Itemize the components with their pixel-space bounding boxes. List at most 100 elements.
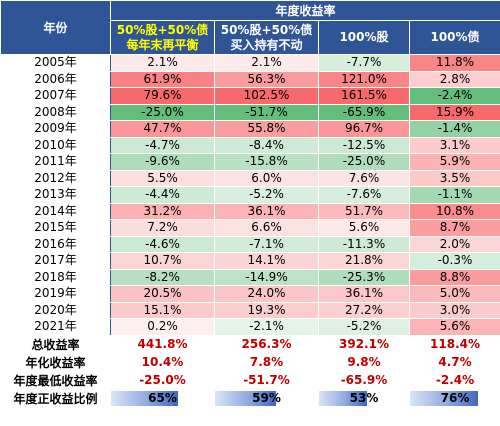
positive-ratio-value: 76% (440, 391, 470, 405)
return-cell: -7.7% (318, 54, 410, 72)
return-cell: -2.4% (408, 87, 500, 105)
table-row: 2009年 47.7% 55.8% 96.7% -1.4% (0, 120, 500, 138)
year-cell: 2020年 (0, 301, 111, 319)
return-cell: 3.0% (408, 301, 500, 319)
return-cell: 56.3% (214, 70, 319, 88)
positive-ratio-bar: 76% (408, 388, 500, 408)
return-cell: 27.2% (318, 301, 410, 319)
table-row: 2013年 -4.4% -5.2% -7.6% -1.1% (0, 186, 500, 204)
column-header-4: 100%债 (408, 20, 500, 55)
positive-ratio-fill (410, 390, 479, 406)
return-cell: 15.1% (110, 301, 215, 319)
table-row: 2019年 20.5% 24.0% 36.1% 5.0% (0, 285, 500, 303)
year-cell: 2014年 (0, 202, 111, 220)
return-cell: -7.1% (214, 235, 319, 253)
return-cell: 51.7% (318, 202, 410, 220)
return-cell: -1.1% (408, 186, 500, 204)
year-cell: 2009年 (0, 120, 111, 138)
year-cell: 2010年 (0, 136, 111, 154)
summary-label: 年度最低收益率 (0, 370, 111, 390)
table-row: 2006年 61.9% 56.3% 121.0% 2.8% (0, 70, 500, 88)
return-cell: 20.5% (110, 285, 215, 303)
return-cell: 55.8% (214, 120, 319, 138)
return-cell: 5.0% (408, 285, 500, 303)
summary-value: 441.8% (110, 334, 215, 354)
return-cell: 47.7% (110, 120, 215, 138)
return-cell: 61.9% (110, 70, 215, 88)
return-cell: -25.3% (318, 268, 410, 286)
summary-row: 年化收益率 10.4% 7.8% 9.8% 4.7% (0, 352, 500, 372)
year-cell: 2008年 (0, 103, 111, 121)
year-cell: 2019年 (0, 285, 111, 303)
return-cell: 11.8% (408, 54, 500, 72)
return-cell: -11.3% (318, 235, 410, 253)
return-cell: 102.5% (214, 87, 319, 105)
summary-value: 392.1% (318, 334, 410, 354)
return-cell: 19.3% (214, 301, 319, 319)
return-cell: 3.5% (408, 169, 500, 187)
positive-ratio-bar: 59% (214, 388, 319, 408)
summary-value: 7.8% (214, 352, 319, 372)
summary-value: 9.8% (318, 352, 410, 372)
return-cell: 3.1% (408, 136, 500, 154)
table-row: 2010年 -4.7% -8.4% -12.5% 3.1% (0, 136, 500, 154)
return-cell: -9.6% (110, 153, 215, 171)
year-cell: 2007年 (0, 87, 111, 105)
column-header-line1: 50%股+50%债 (116, 22, 209, 37)
return-cell: 161.5% (318, 87, 410, 105)
column-header-line1: 100%股 (339, 30, 389, 44)
year-cell: 2018年 (0, 268, 111, 286)
column-header-line2: 买入持有不动 (230, 37, 303, 52)
return-cell: -8.4% (214, 136, 319, 154)
return-cell: 2.0% (408, 235, 500, 253)
summary-label: 年化收益率 (0, 352, 111, 372)
summary-label: 总收益率 (0, 334, 111, 354)
return-cell: 8.8% (408, 268, 500, 286)
summary-value: 10.4% (110, 352, 215, 372)
table-row: 2007年 79.6% 102.5% 161.5% -2.4% (0, 87, 500, 105)
return-cell: 7.6% (318, 169, 410, 187)
return-cell: 36.1% (318, 285, 410, 303)
table-row: 2008年 -25.0% -51.7% -65.9% 15.9% (0, 103, 500, 121)
return-cell: 36.1% (214, 202, 319, 220)
summary-value: -2.4% (408, 370, 500, 390)
summary-value: 256.3% (214, 334, 319, 354)
return-cell: -2.1% (214, 318, 319, 336)
year-cell: 2006年 (0, 70, 111, 88)
return-cell: 79.6% (110, 87, 215, 105)
return-cell: 96.7% (318, 120, 410, 138)
positive-ratio-row: 年度正收益比例 65% 59% 53% 76% (0, 388, 500, 408)
return-cell: 31.2% (110, 202, 215, 220)
return-cell: -4.4% (110, 186, 215, 204)
positive-ratio-value: 53% (349, 391, 379, 405)
column-header-line2: 每年末再平衡 (126, 37, 199, 52)
summary-value: -51.7% (214, 370, 319, 390)
return-cell: 15.9% (408, 103, 500, 121)
return-cell: -12.5% (318, 136, 410, 154)
table-row: 2011年 -9.6% -15.8% -25.0% 5.9% (0, 153, 500, 171)
positive-ratio-value: 65% (148, 391, 177, 405)
return-cell: 21.8% (318, 252, 410, 270)
return-cell: -4.6% (110, 235, 215, 253)
year-cell: 2015年 (0, 219, 111, 237)
positive-ratio-bar: 53% (318, 388, 410, 408)
positive-ratio-value: 59% (252, 391, 281, 405)
return-cell: 0.2% (110, 318, 215, 336)
table-row: 2018年 -8.2% -14.9% -25.3% 8.8% (0, 268, 500, 286)
return-cell: 8.7% (408, 219, 500, 237)
year-column-header: 年份 (0, 0, 111, 55)
table-row: 2014年 31.2% 36.1% 51.7% 10.8% (0, 202, 500, 220)
return-cell: -14.9% (214, 268, 319, 286)
table-row: 2016年 -4.6% -7.1% -11.3% 2.0% (0, 235, 500, 253)
return-cell: -51.7% (214, 103, 319, 121)
summary-value: 118.4% (408, 334, 500, 354)
year-cell: 2012年 (0, 169, 111, 187)
return-cell: -1.4% (408, 120, 500, 138)
return-cell: 5.9% (408, 153, 500, 171)
return-cell: 5.5% (110, 169, 215, 187)
year-cell: 2021年 (0, 318, 111, 336)
summary-row: 年度最低收益率 -25.0% -51.7% -65.9% -2.4% (0, 370, 500, 390)
return-cell: 2.8% (408, 70, 500, 88)
return-cell: 6.6% (214, 219, 319, 237)
return-cell: 10.8% (408, 202, 500, 220)
